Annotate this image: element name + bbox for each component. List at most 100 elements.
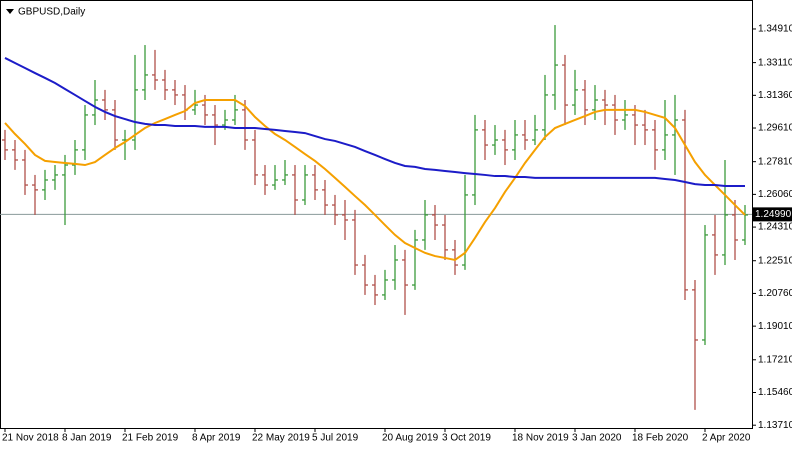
chart-title: GBPUSD,Daily bbox=[18, 7, 85, 18]
y-tick-label: 1.29610 bbox=[758, 123, 792, 134]
ohlc-bar bbox=[292, 165, 298, 215]
x-tick-label: 21 Feb 2019 bbox=[122, 433, 179, 444]
ohlc-bar bbox=[272, 165, 278, 190]
y-tick-label: 1.27810 bbox=[758, 156, 792, 167]
moving-average bbox=[4, 57, 745, 187]
y-tick-label: 1.31360 bbox=[758, 90, 792, 101]
ohlc-bar bbox=[172, 79, 178, 106]
ohlc-bar bbox=[162, 69, 168, 100]
ohlc-bar bbox=[522, 119, 528, 150]
x-tick-label: 20 Aug 2019 bbox=[382, 433, 439, 444]
ohlc-bar bbox=[212, 105, 218, 146]
x-tick-label: 18 Feb 2020 bbox=[632, 433, 689, 444]
moving-average bbox=[4, 98, 746, 262]
x-tick-label: 5 Jul 2019 bbox=[312, 433, 359, 444]
ohlc-bar bbox=[392, 245, 398, 290]
ohlc-bar bbox=[2, 129, 8, 160]
y-tick-label: 1.34910 bbox=[758, 24, 792, 35]
ohlc-bar bbox=[312, 165, 318, 200]
y-tick-label: 1.24310 bbox=[758, 222, 792, 233]
ohlc-bar bbox=[372, 274, 378, 306]
ohlc-bar bbox=[712, 214, 718, 275]
ohlc-bar bbox=[442, 214, 448, 260]
x-tick-label: 2 Apr 2020 bbox=[702, 433, 751, 444]
ohlc-bar bbox=[542, 74, 548, 140]
ohlc-bar bbox=[452, 239, 458, 275]
x-tick-label: 3 Oct 2019 bbox=[442, 433, 491, 444]
y-tick-label: 1.22510 bbox=[758, 255, 792, 266]
ohlc-bar bbox=[592, 85, 598, 120]
ohlc-bar bbox=[402, 249, 408, 315]
ohlc-bar bbox=[572, 69, 578, 115]
ohlc-bar bbox=[422, 199, 428, 250]
menu-arrow[interactable] bbox=[6, 9, 14, 14]
ohlc-bar bbox=[112, 99, 118, 150]
ohlc-bar bbox=[502, 129, 508, 166]
ohlc-bar bbox=[42, 169, 48, 200]
ohlc-bar bbox=[612, 94, 618, 135]
ohlc-bar bbox=[382, 269, 388, 300]
y-tick-label: 1.13710 bbox=[758, 420, 792, 431]
ohlc-bar bbox=[242, 99, 248, 150]
ohlc-bar bbox=[562, 54, 568, 126]
ohlc-bar bbox=[552, 25, 558, 110]
y-tick-label: 1.15460 bbox=[758, 387, 792, 398]
ohlc-bar bbox=[142, 45, 148, 100]
y-tick-label: 1.26060 bbox=[758, 189, 792, 200]
ohlc-bar bbox=[302, 165, 308, 206]
ohlc-bar bbox=[282, 159, 288, 186]
ohlc-bar bbox=[352, 209, 358, 275]
ohlc-bar bbox=[652, 119, 658, 170]
ohlc-bar bbox=[742, 205, 748, 246]
ohlc-bar bbox=[492, 125, 498, 155]
ohlc-bar bbox=[692, 279, 698, 410]
ohlc-bar bbox=[332, 194, 338, 226]
ohlc-bar bbox=[92, 79, 98, 126]
x-tick-label: 22 May 2019 bbox=[252, 433, 310, 444]
ohlc-bar bbox=[622, 99, 628, 130]
ohlc-bar bbox=[512, 119, 518, 160]
ohlc-bar bbox=[702, 225, 708, 346]
ohlc-bar bbox=[102, 89, 108, 120]
ohlc-bar bbox=[732, 199, 738, 260]
current-price-label: 1.24990 bbox=[755, 209, 792, 220]
ohlc-bar bbox=[262, 165, 268, 195]
ohlc-bar bbox=[342, 199, 348, 240]
y-tick-label: 1.19010 bbox=[758, 321, 792, 332]
ohlc-bar bbox=[482, 119, 488, 160]
ohlc-bar bbox=[52, 165, 58, 190]
x-tick-label: 3 Jan 2020 bbox=[572, 433, 622, 444]
current-price-box bbox=[752, 207, 792, 222]
ohlc-bar bbox=[252, 129, 258, 186]
x-tick-label: 21 Nov 2018 bbox=[2, 433, 59, 444]
y-tick-label: 1.17210 bbox=[758, 354, 792, 365]
ohlc-bar bbox=[532, 114, 538, 146]
ohlc-bar bbox=[432, 205, 438, 240]
ohlc-bar bbox=[632, 105, 638, 146]
ohlc-bar bbox=[682, 109, 688, 300]
ohlc-bar bbox=[72, 139, 78, 175]
ohlc-bar bbox=[362, 254, 368, 295]
plot-layer: 1.34910 1.33110 1.31360 1.29610 1.27810 1.260… bbox=[0, 24, 792, 444]
ohlc-bar bbox=[32, 174, 38, 215]
ohlc-bar bbox=[722, 159, 728, 266]
ohlc-bar bbox=[22, 149, 28, 195]
ohlc-bar bbox=[472, 114, 478, 206]
ohlc-bar bbox=[602, 89, 608, 126]
ohlc-bar bbox=[322, 179, 328, 215]
ohlc-bar bbox=[412, 229, 418, 290]
ohlc-bar bbox=[582, 79, 588, 126]
x-tick-label: 18 Nov 2019 bbox=[512, 433, 569, 444]
ohlc-bar bbox=[662, 99, 668, 160]
y-tick-label: 1.20760 bbox=[758, 288, 792, 299]
ohlc-bar bbox=[642, 109, 648, 146]
ohlc-bar bbox=[82, 105, 88, 160]
x-tick-label: 8 Jan 2019 bbox=[62, 433, 112, 444]
ohlc-bar bbox=[152, 49, 158, 90]
ohlc-bar bbox=[672, 94, 678, 175]
y-tick-label: 1.33110 bbox=[758, 57, 792, 68]
ohlc-bar bbox=[12, 139, 18, 170]
ohlc-bar bbox=[62, 154, 68, 226]
